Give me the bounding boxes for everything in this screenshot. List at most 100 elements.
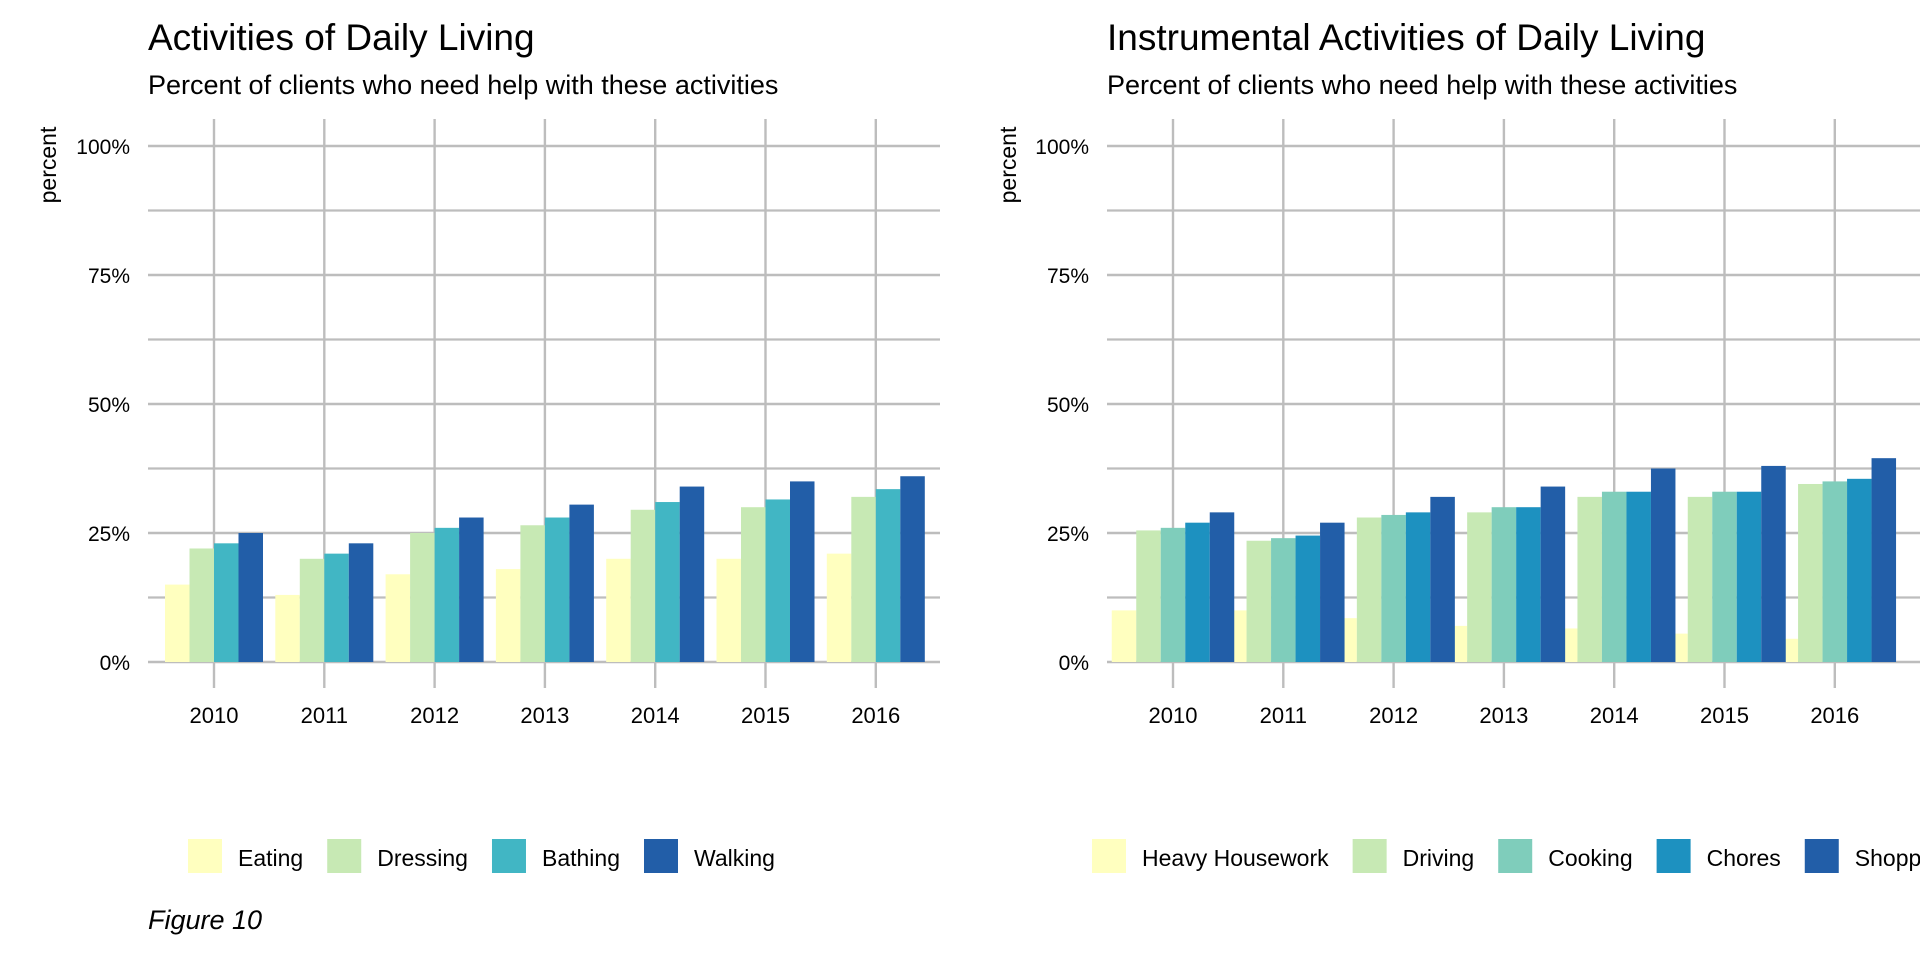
bar-chores (1405, 512, 1431, 662)
bar-eating (275, 594, 300, 662)
legend-label: Dressing (377, 845, 468, 871)
legend-key (188, 839, 222, 873)
bar-chores (1626, 491, 1651, 662)
bar-eating (606, 558, 631, 662)
legend-key (1656, 839, 1691, 873)
bar-driving (1798, 483, 1823, 662)
y-tick-label: 25% (1047, 523, 1089, 546)
legend-label: Driving (1403, 845, 1475, 871)
y-tick-label: 100% (1035, 136, 1089, 159)
bar-eating (826, 553, 852, 662)
x-tick-label: 2010 (190, 703, 239, 728)
bar-walking (900, 476, 925, 662)
bar-eating (165, 584, 190, 662)
x-tick-label: 2013 (520, 703, 569, 728)
chart-title: Instrumental Activities of Daily Living (1107, 17, 1705, 58)
y-tick-label: 0% (1059, 652, 1089, 675)
bar-driving (1246, 540, 1272, 662)
bar-dressing (741, 507, 766, 662)
y-tick-label: 25% (88, 523, 130, 546)
figure-caption: Figure 10 (148, 905, 263, 935)
bar-cooking (1822, 481, 1848, 662)
bar-bathing (875, 489, 901, 662)
y-axis-label: percent (995, 126, 1021, 203)
bar-chores (1295, 535, 1321, 662)
legend-label: Eating (238, 845, 303, 871)
y-tick-label: 75% (88, 265, 130, 288)
bar-dressing (630, 509, 656, 662)
bar-shopping (1871, 458, 1897, 662)
y-tick-label: 100% (76, 136, 130, 159)
bar-cooking (1381, 514, 1406, 662)
bar-chores (1516, 507, 1541, 662)
legend-key (491, 839, 526, 873)
x-tick-label: 2010 (1149, 703, 1198, 728)
bar-shopping (1209, 512, 1235, 662)
bar-bathing (214, 543, 239, 662)
bar-cooking (1160, 527, 1186, 662)
legend-key (1804, 839, 1839, 873)
legend-key (1498, 839, 1533, 873)
bar-dressing (299, 558, 325, 662)
bar-shopping (1320, 522, 1345, 662)
x-tick-label: 2011 (1260, 703, 1307, 728)
x-tick-label: 2014 (1590, 703, 1639, 728)
y-tick-label: 50% (1047, 394, 1089, 417)
bar-eating (495, 569, 521, 662)
legend-label: Chores (1707, 845, 1781, 871)
bar-chores (1736, 491, 1762, 662)
legend-key (327, 839, 362, 873)
bar-walking (459, 517, 484, 662)
bar-driving (1136, 530, 1161, 662)
bar-chores (1185, 522, 1210, 662)
x-tick-label: 2016 (1810, 703, 1859, 728)
bar-shopping (1761, 465, 1786, 662)
bar-bathing (434, 527, 460, 662)
bar-shopping (1650, 468, 1676, 662)
x-tick-label: 2011 (301, 703, 348, 728)
x-tick-label: 2012 (410, 703, 459, 728)
bar-cooking (1601, 491, 1627, 662)
legend-key (1092, 839, 1126, 873)
bar-dressing (410, 533, 435, 662)
y-tick-label: 50% (88, 394, 130, 417)
legend-label: Bathing (542, 845, 620, 871)
bar-eating (716, 558, 741, 662)
legend-label: Walking (694, 845, 775, 871)
bar-dressing (189, 548, 214, 662)
y-axis-label: percent (35, 126, 61, 203)
bar-walking (348, 543, 374, 662)
chart-title: Activities of Daily Living (148, 17, 535, 58)
bar-cooking (1712, 491, 1737, 662)
bar-walking (790, 481, 815, 662)
legend-label: Shopping (1855, 845, 1920, 871)
legend-label: Heavy Housework (1142, 845, 1329, 871)
bar-bathing (324, 553, 349, 662)
bar-cooking (1271, 538, 1296, 662)
y-tick-label: 0% (100, 652, 130, 675)
bar-driving (1577, 496, 1602, 662)
bar-walking (238, 533, 263, 662)
bar-shopping (1540, 486, 1566, 662)
x-tick-label: 2016 (851, 703, 900, 728)
bar-walking (569, 504, 594, 662)
bar-bathing (544, 517, 570, 662)
bar-heavy-housework (1111, 610, 1137, 662)
bar-dressing (851, 496, 876, 662)
bar-eating (385, 574, 411, 662)
bar-chores (1847, 478, 1872, 662)
x-tick-label: 2013 (1479, 703, 1528, 728)
bar-bathing (655, 502, 680, 662)
legend-label: Cooking (1548, 845, 1632, 871)
bar-shopping (1430, 496, 1455, 662)
bar-bathing (765, 499, 790, 662)
x-tick-label: 2015 (741, 703, 790, 728)
bar-driving (1356, 517, 1382, 662)
bar-dressing (520, 525, 545, 662)
chart-subtitle: Percent of clients who need help with th… (148, 70, 778, 100)
bar-driving (1467, 512, 1492, 662)
x-tick-label: 2015 (1700, 703, 1749, 728)
chart-subtitle: Percent of clients who need help with th… (1107, 70, 1737, 100)
legend-key (644, 839, 678, 873)
